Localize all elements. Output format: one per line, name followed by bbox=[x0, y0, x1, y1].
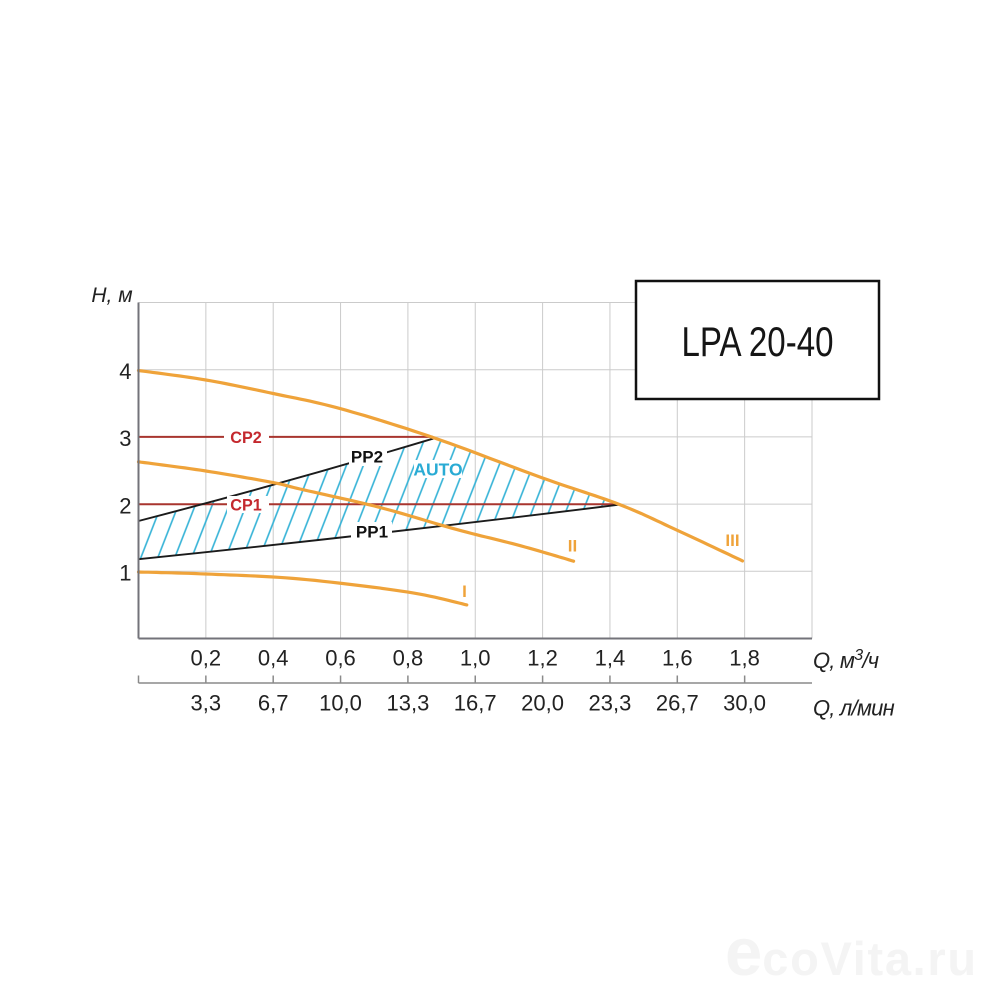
svg-text:1,2: 1,2 bbox=[527, 646, 558, 671]
svg-text:Q, л/мин: Q, л/мин bbox=[813, 696, 895, 721]
svg-text:H, м: H, м bbox=[91, 284, 132, 307]
svg-text:23,3: 23,3 bbox=[588, 691, 631, 716]
svg-text:30,0: 30,0 bbox=[723, 691, 766, 716]
svg-text:III: III bbox=[725, 531, 739, 550]
svg-text:1,0: 1,0 bbox=[460, 646, 491, 671]
svg-text:1: 1 bbox=[119, 561, 131, 586]
svg-text:13,3: 13,3 bbox=[386, 691, 429, 716]
svg-text:20,0: 20,0 bbox=[521, 691, 564, 716]
svg-text:6,7: 6,7 bbox=[258, 691, 289, 716]
svg-text:LPA 20-40: LPA 20-40 bbox=[682, 318, 834, 365]
svg-text:1,8: 1,8 bbox=[729, 646, 760, 671]
svg-text:10,0: 10,0 bbox=[319, 691, 362, 716]
svg-text:26,7: 26,7 bbox=[656, 691, 699, 716]
svg-text:16,7: 16,7 bbox=[454, 691, 497, 716]
svg-text:CP2: CP2 bbox=[230, 429, 262, 447]
svg-text:2: 2 bbox=[119, 493, 131, 518]
svg-text:I: I bbox=[462, 582, 467, 601]
svg-text:1,4: 1,4 bbox=[595, 646, 626, 671]
svg-text:II: II bbox=[568, 537, 577, 556]
svg-text:PP2: PP2 bbox=[351, 448, 383, 467]
svg-text:0,8: 0,8 bbox=[393, 646, 424, 671]
svg-text:0,4: 0,4 bbox=[258, 646, 289, 671]
svg-text:3: 3 bbox=[119, 426, 131, 451]
svg-text:PP1: PP1 bbox=[356, 523, 388, 542]
svg-text:3,3: 3,3 bbox=[191, 691, 222, 716]
svg-text:0,2: 0,2 bbox=[191, 646, 222, 671]
svg-text:CP1: CP1 bbox=[230, 497, 262, 515]
svg-text:AUTO: AUTO bbox=[413, 460, 462, 480]
svg-text:1,6: 1,6 bbox=[662, 646, 693, 671]
svg-text:Q, м3/ч: Q, м3/ч bbox=[813, 647, 879, 673]
svg-text:4: 4 bbox=[119, 359, 131, 384]
svg-text:0,6: 0,6 bbox=[325, 646, 356, 671]
